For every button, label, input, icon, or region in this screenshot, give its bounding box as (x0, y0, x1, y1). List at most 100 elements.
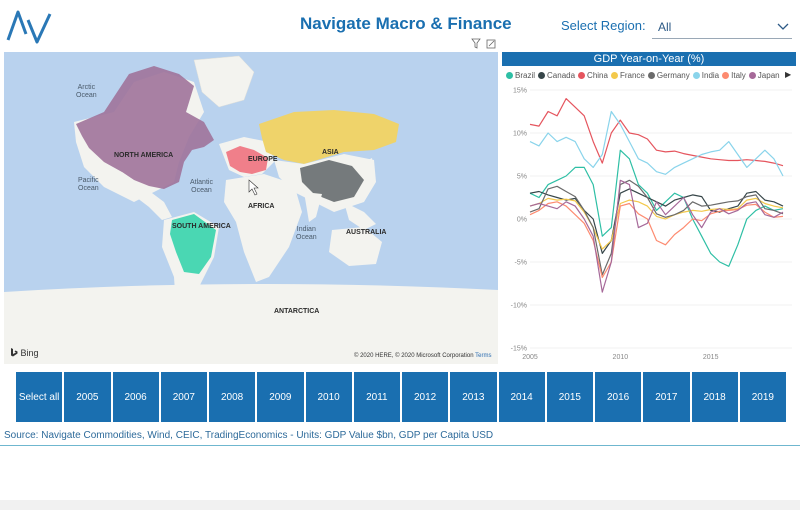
map-toolbar (471, 38, 496, 49)
terms-link[interactable]: Terms (475, 353, 492, 359)
legend-item[interactable]: Brazil (506, 71, 535, 80)
series-line-canada[interactable] (529, 188, 784, 254)
av-logo (6, 10, 52, 44)
map-copyright: © 2020 HERE, © 2020 Microsoft Corporatio… (354, 353, 491, 359)
region-dropdown-value: All (658, 20, 672, 34)
legend-dot (610, 72, 618, 79)
label-indian-ocean: Indian Ocean (296, 226, 317, 241)
y-tick-label: -15% (511, 346, 527, 353)
legend-dot (748, 72, 756, 79)
legend-label: India (701, 71, 720, 80)
page-title: Navigate Macro & Finance (300, 14, 512, 33)
year-button-2010[interactable]: 2010 (305, 372, 352, 422)
gdp-line-chart: 15% 10% 5% 0% -5% -10% -15%2005 2010 2015 (511, 88, 792, 361)
y-tick-label: 10% (513, 131, 527, 138)
region-europe (226, 146, 268, 174)
year-slicer: Select all 2005 2006 2007 2008 2009 2010 2011 2… (16, 372, 786, 422)
filter-icon[interactable] (471, 38, 481, 49)
divider (0, 445, 800, 446)
label-africa: AFRICA (248, 203, 275, 210)
year-button-2017[interactable]: 2017 (643, 372, 690, 422)
legend-item[interactable]: France (610, 71, 645, 80)
legend-label: Italy (731, 71, 746, 80)
label-australia: AUSTRALIA (346, 229, 387, 236)
region-dropdown[interactable]: All (652, 17, 792, 39)
region-china (300, 160, 364, 202)
legend-item[interactable]: Germany (647, 71, 690, 80)
year-button-2007[interactable]: 2007 (160, 372, 207, 422)
legend-item[interactable]: Japan (748, 71, 780, 80)
region-canada-usa (76, 66, 214, 189)
year-button-2009[interactable]: 2009 (257, 372, 304, 422)
label-pacific-ocean: Pacific Ocean (78, 177, 99, 192)
legend-item[interactable]: India (692, 71, 720, 80)
x-tick-label: 2005 (522, 354, 538, 361)
year-button-2016[interactable]: 2016 (595, 372, 642, 422)
region-brazil (170, 214, 216, 274)
label-south-america: SOUTH AMERICA (172, 223, 231, 230)
legend-label: China (587, 71, 608, 80)
legend-item[interactable]: Italy (722, 71, 746, 80)
label-antarctica: ANTARCTICA (274, 308, 320, 315)
gdp-chart-panel: GDP Year-on-Year (%) Brazil Canada China Fr… (502, 52, 796, 364)
label-europe: EUROPE (248, 156, 278, 163)
legend-label: France (619, 71, 645, 80)
year-button-2012[interactable]: 2012 (402, 372, 449, 422)
legend-dot (647, 72, 655, 79)
year-button-2015[interactable]: 2015 (546, 372, 593, 422)
region-russia (259, 110, 399, 164)
source-note: Source: Navigate Commodities, Wind, CEIC… (4, 430, 494, 441)
x-tick-label: 2010 (613, 354, 629, 361)
bottom-strip (0, 500, 800, 510)
legend-label: Brazil (515, 71, 536, 80)
legend-dot (506, 72, 513, 79)
legend-label: Germany (656, 71, 690, 80)
y-tick-label: -10% (511, 303, 527, 310)
legend-item[interactable]: China (578, 71, 608, 80)
bing-icon (11, 348, 18, 357)
series-line-china[interactable] (529, 98, 784, 167)
legend-dot (692, 72, 700, 79)
series-line-india[interactable] (529, 110, 784, 177)
y-tick-label: -5% (515, 260, 527, 267)
label-arctic-ocean: Arctic Ocean (76, 84, 97, 99)
chart-title: GDP Year-on-Year (%) (502, 52, 796, 66)
year-button-2005[interactable]: 2005 (64, 372, 111, 422)
bing-logo: Bing (10, 348, 39, 358)
y-tick-label: 15% (513, 88, 527, 95)
map-canvas (4, 55, 498, 364)
label-atlantic-ocean: Atlantic Ocean (190, 179, 213, 194)
year-button-2011[interactable]: 2011 (353, 372, 400, 422)
y-tick-label: 0% (517, 217, 527, 224)
legend-label: Japan (757, 71, 780, 80)
region-label: Select Region: (561, 18, 646, 33)
legend-item[interactable]: Canada (538, 71, 575, 80)
series-line-france[interactable] (529, 197, 784, 250)
series-line-brazil[interactable] (529, 149, 784, 267)
legend-dot (538, 72, 546, 79)
year-button-2006[interactable]: 2006 (112, 372, 159, 422)
label-north-america: NORTH AMERICA (114, 152, 174, 159)
chevron-down-icon (777, 23, 789, 30)
year-button-2008[interactable]: 2008 (209, 372, 256, 422)
focus-mode-icon[interactable] (486, 39, 496, 49)
y-tick-label: 5% (517, 174, 527, 181)
bing-label: Bing (20, 348, 39, 358)
chart-legend: Brazil Canada China France Germany India Italy… (506, 71, 783, 83)
year-button-2018[interactable]: 2018 (691, 372, 738, 422)
year-button-2014[interactable]: 2014 (498, 372, 545, 422)
legend-label: Canada (547, 71, 576, 80)
x-tick-label: 2015 (703, 354, 719, 361)
legend-next-icon[interactable]: ▶ (785, 70, 792, 79)
year-button-2019[interactable]: 2019 (739, 372, 786, 422)
legend-dot (722, 72, 730, 79)
legend-dot (578, 72, 586, 79)
year-button-2013[interactable]: 2013 (450, 372, 497, 422)
copyright-text: © 2020 HERE, © 2020 Microsoft Corporatio… (354, 353, 474, 359)
label-asia: ASIA (322, 149, 339, 156)
year-select-all-button[interactable]: Select all (16, 372, 63, 422)
world-map[interactable]: Arctic Ocean NORTH AMERICA Pacific Ocean… (4, 52, 498, 364)
series-line-germany[interactable] (529, 179, 784, 276)
series-line-japan[interactable] (529, 179, 784, 293)
